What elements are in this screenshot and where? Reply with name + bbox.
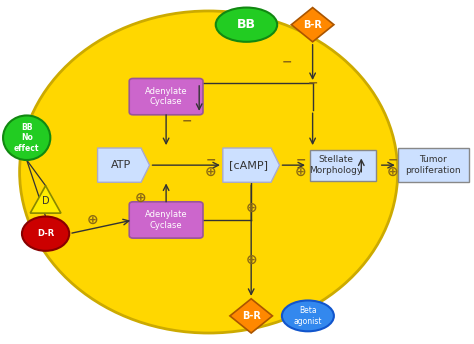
Ellipse shape [19,11,398,333]
Text: B-R: B-R [242,311,261,321]
Text: ⊕: ⊕ [387,165,399,179]
FancyBboxPatch shape [129,202,203,238]
Text: D-R: D-R [37,229,54,238]
Text: ATP: ATP [111,160,131,170]
Polygon shape [223,148,280,182]
Text: [cAMP]: [cAMP] [229,160,268,170]
Text: ⊕: ⊕ [205,165,217,179]
Text: Tumor
proliferation: Tumor proliferation [405,155,461,175]
Text: BB: BB [237,18,256,31]
Ellipse shape [3,116,50,160]
Text: −: − [282,56,292,69]
Text: −: − [206,153,216,166]
FancyBboxPatch shape [129,78,203,115]
Polygon shape [292,8,334,42]
Text: −: − [182,114,192,127]
Text: ⊕: ⊕ [87,213,99,227]
Polygon shape [98,148,150,182]
Ellipse shape [282,300,334,331]
Text: ⊕: ⊕ [246,201,257,215]
Text: Beta
agonist: Beta agonist [293,306,322,326]
Text: ⊕: ⊕ [134,191,146,205]
FancyBboxPatch shape [310,150,376,181]
Text: BB
No
effect: BB No effect [14,123,39,153]
Text: −: − [296,153,306,166]
Text: ⊕: ⊕ [295,165,307,179]
FancyBboxPatch shape [398,148,469,182]
Circle shape [22,216,69,251]
Text: B-R: B-R [303,20,322,30]
Text: Adenylate
Cyclase: Adenylate Cyclase [145,87,187,106]
Polygon shape [230,299,273,333]
Text: D: D [42,196,49,206]
Text: −: − [307,76,318,89]
Polygon shape [30,186,61,213]
Ellipse shape [216,8,277,42]
Text: ⊕: ⊕ [246,252,257,266]
Text: Stellate
Morphology: Stellate Morphology [310,155,363,175]
Text: −: − [388,153,398,166]
Text: Adenylate
Cyclase: Adenylate Cyclase [145,210,187,230]
